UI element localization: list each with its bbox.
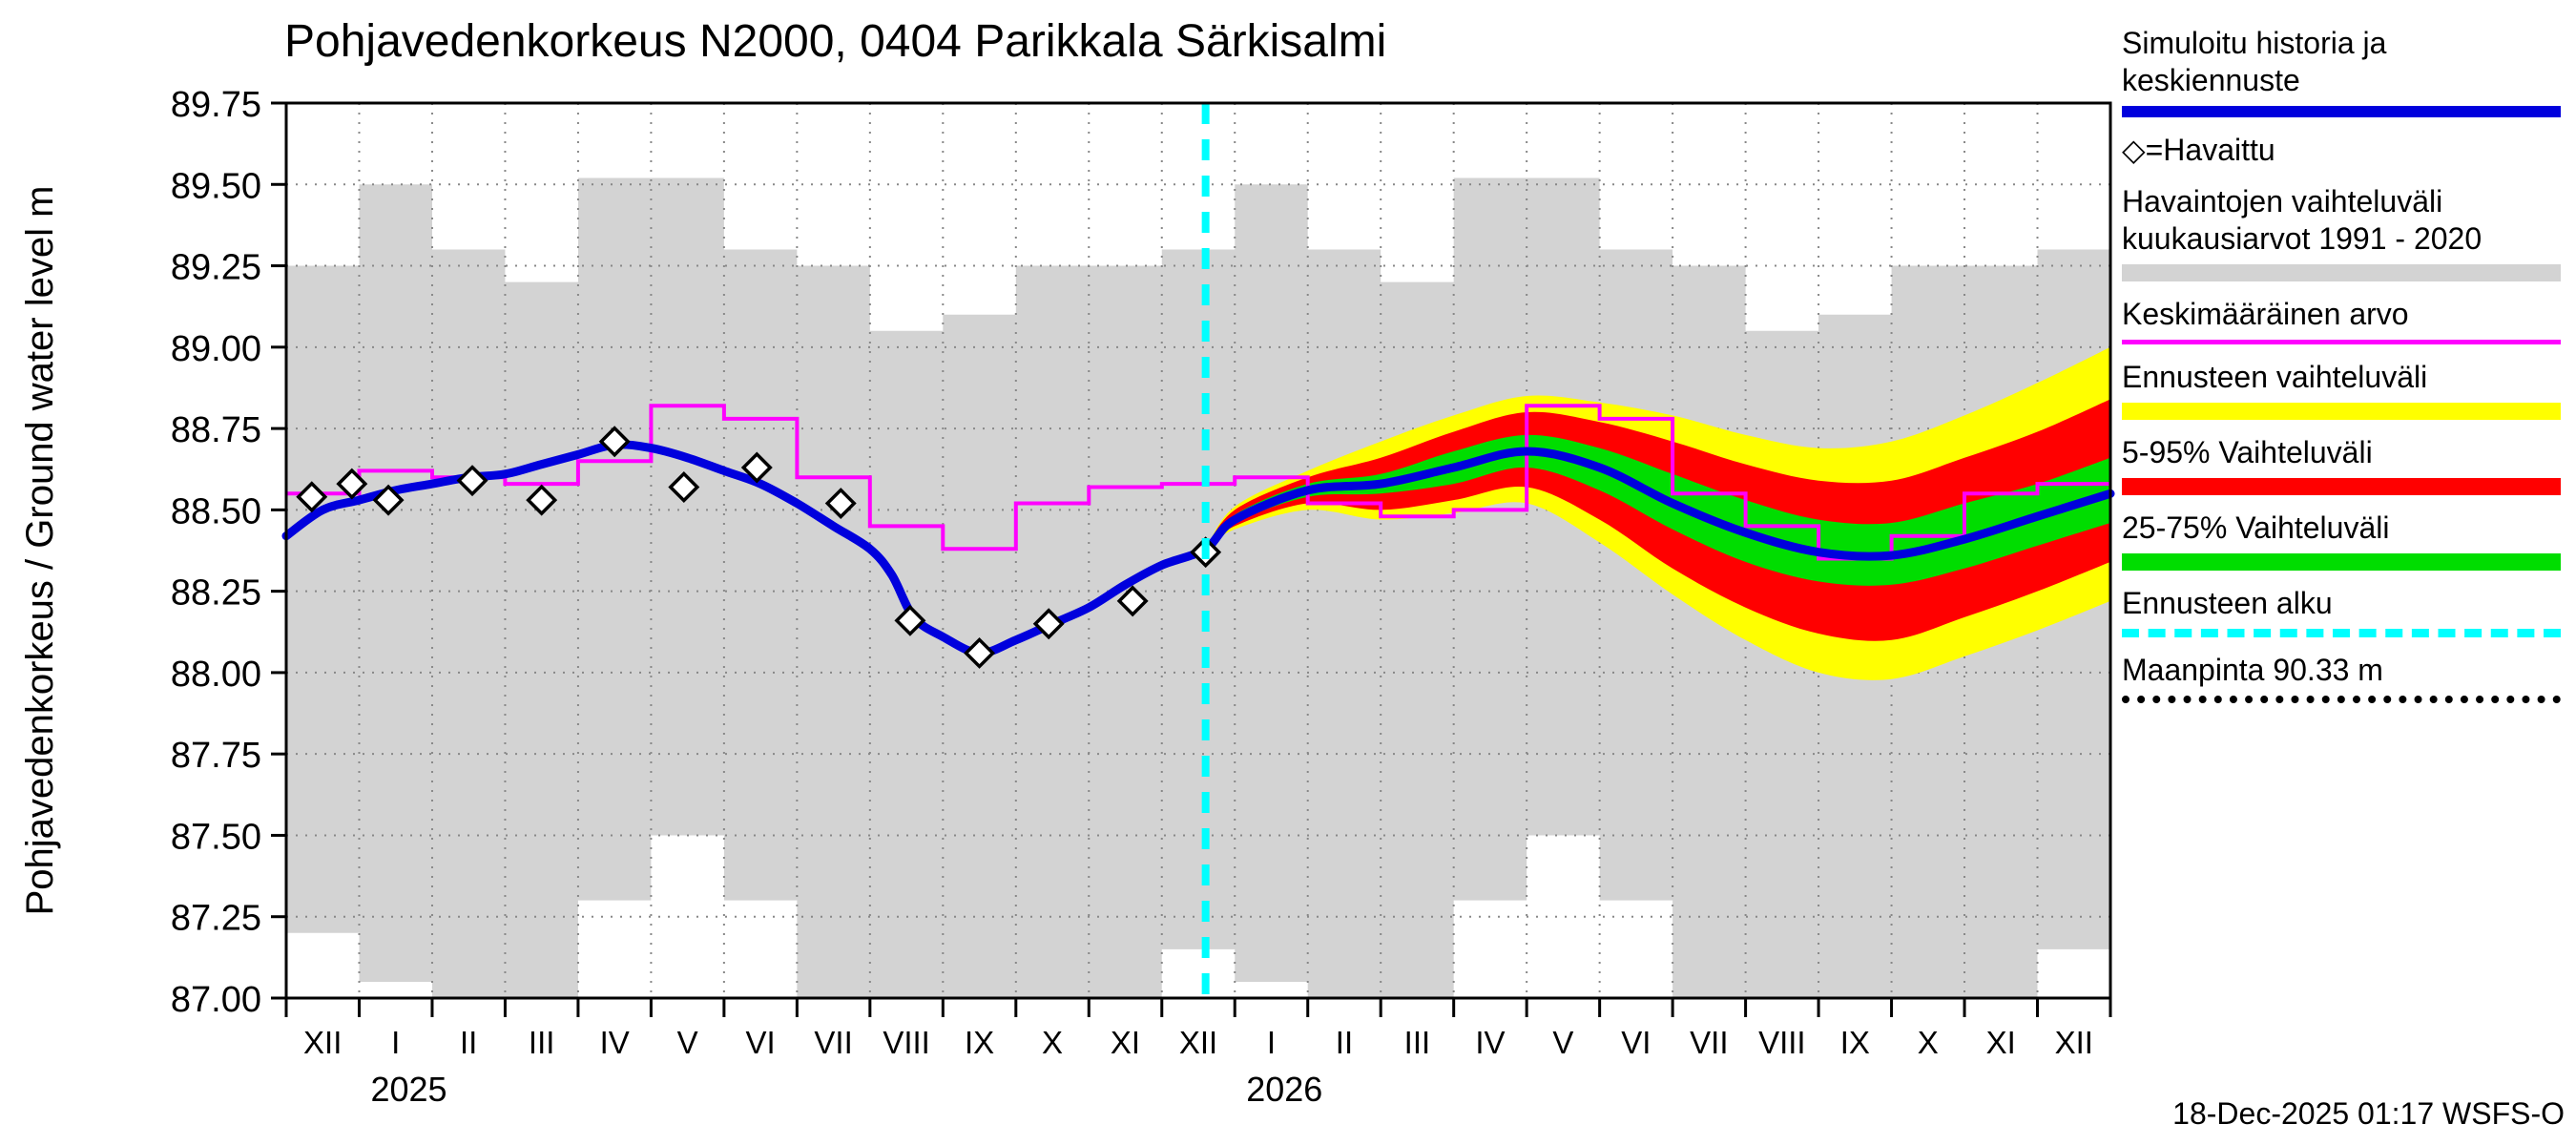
observation-diamond (894, 604, 926, 636)
observed-range-band (286, 177, 2110, 998)
x-month-label: V (1552, 1025, 1573, 1060)
x-axis: XII I II III IV V VI VII VIII IX X XI XII I II III IV V VI… (284, 998, 2112, 1109)
plot-frame (284, 101, 2112, 1000)
legend-observed-label: ◇=Havaittu (2122, 133, 2275, 168)
observation-diamond (964, 636, 996, 669)
observation-diamond (372, 484, 405, 516)
x-month-label: XII (303, 1025, 342, 1060)
x-month-label: VI (1621, 1025, 1651, 1060)
legend-mean-value: Keskimääräinen arvo (2122, 296, 2561, 345)
x-month-label: I (1267, 1025, 1276, 1060)
x-month-label: I (391, 1025, 400, 1060)
legend-observed-range-sample (2122, 264, 2561, 282)
x-month-label: X (1918, 1025, 1939, 1060)
legend-simulated-history-label: keskiennuste (2122, 63, 2300, 98)
legend-simulated-history-sample (2122, 106, 2561, 118)
x-month-label: IX (965, 1025, 994, 1060)
legend-observed-range-label: kuukausiarvot 1991 - 2020 (2122, 221, 2483, 257)
y-tick-label: 89.75 (171, 85, 261, 125)
x-month-label: VIII (1758, 1025, 1806, 1060)
x-month-label: XII (1179, 1025, 1217, 1060)
x-month-label: XII (2055, 1025, 2093, 1060)
y-tick-label: 88.75 (171, 410, 261, 450)
x-month-label: X (1042, 1025, 1063, 1060)
legend-mean-value-sample (2122, 340, 2561, 345)
legend: Simuloitu historia ja keskiennuste ◇=Havai… (2122, 25, 2561, 718)
observation-diamond (336, 468, 368, 500)
y-tick-label: 88.25 (171, 573, 261, 614)
frame (284, 101, 2112, 1000)
y-tick-label: 89.50 (171, 166, 261, 206)
legend-range-5-95: 5-95% Vaihteluväli (2122, 434, 2561, 496)
y-tick-label: 87.50 (171, 817, 261, 857)
y-tick-label: 88.00 (171, 655, 261, 695)
observation-diamond (1116, 585, 1149, 617)
y-tick-label: 88.50 (171, 491, 261, 531)
legend-observed: ◇=Havaittu (2122, 132, 2561, 169)
legend-ground-level: Maanpinta 90.33 m (2122, 652, 2561, 704)
observation-diamond (526, 484, 558, 516)
legend-forecast-range-sample (2122, 403, 2561, 421)
x-month-label: VII (1690, 1025, 1728, 1060)
legend-forecast-start-label: Ennusteen alku (2122, 586, 2333, 621)
observations (296, 426, 1222, 669)
legend-range-25-75-label: 25-75% Vaihteluväli (2122, 510, 2390, 546)
legend-simulated-history-label: Simuloitu historia ja (2122, 26, 2387, 60)
legend-simulated-history: Simuloitu historia ja keskiennuste (2122, 25, 2561, 118)
observed-range-polygon (286, 177, 2110, 998)
observation-diamond (456, 465, 488, 497)
x-month-label: XI (1986, 1025, 2016, 1060)
y-tick-label: 87.00 (171, 980, 261, 1020)
legend-observed-range: Havaintojen vaihteluväli kuukausiarvot 19… (2122, 183, 2561, 282)
x-month-label: V (677, 1025, 698, 1060)
legend-forecast-range: Ennusteen vaihteluväli (2122, 359, 2561, 421)
observation-diamond (598, 426, 631, 458)
x-month-label: II (1336, 1025, 1353, 1060)
observation-diamond (296, 481, 328, 513)
legend-range-25-75-sample (2122, 553, 2561, 572)
x-month-label: III (529, 1025, 555, 1060)
legend-forecast-start-sample (2122, 629, 2561, 638)
timestamp: 18-Dec-2025 01:17 WSFS-O (2172, 1096, 2565, 1131)
legend-ground-level-label: Maanpinta 90.33 m (2122, 653, 2383, 688)
legend-observed-range-label: Havaintojen vaihteluväli (2122, 184, 2443, 219)
x-year-label: 2025 (370, 1070, 447, 1109)
y-axis-label: Pohjavedenkorkeus / Ground water level m (19, 185, 61, 916)
legend-forecast-start: Ennusteen alku (2122, 585, 2561, 638)
x-month-label: IX (1840, 1025, 1870, 1060)
legend-range-5-95-label: 5-95% Vaihteluväli (2122, 435, 2373, 470)
x-month-label: III (1404, 1025, 1431, 1060)
legend-ground-level-sample (2122, 696, 2561, 704)
legend-mean-value-label: Keskimääräinen arvo (2122, 297, 2409, 332)
y-tick-label: 87.25 (171, 899, 261, 939)
x-month-label: XI (1111, 1025, 1140, 1060)
legend-forecast-range-label: Ennusteen vaihteluväli (2122, 360, 2428, 395)
mean-value-line (286, 404, 2110, 561)
observation-diamond (668, 471, 700, 503)
mean-line (286, 404, 2110, 561)
x-month-label: VIII (883, 1025, 930, 1060)
chart-title: Pohjavedenkorkeus N2000, 0404 Parikkala … (284, 16, 1387, 67)
legend-range-5-95-sample (2122, 478, 2561, 496)
observation-diamond (740, 451, 773, 484)
x-year-label: 2026 (1246, 1070, 1322, 1109)
y-tick-label: 87.75 (171, 736, 261, 776)
x-month-label: VII (814, 1025, 852, 1060)
observation-diamond (1032, 608, 1065, 640)
y-axis: 87.00 87.25 87.50 87.75 88.00 88.25 88.50 88.75… (171, 85, 286, 1020)
x-month-label: IV (1475, 1025, 1505, 1060)
x-month-label: II (460, 1025, 477, 1060)
y-tick-label: 89.25 (171, 248, 261, 288)
observation-diamond (824, 488, 857, 520)
legend-range-25-75: 25-75% Vaihteluväli (2122, 510, 2561, 572)
x-month-label: VI (746, 1025, 776, 1060)
y-tick-label: 89.00 (171, 329, 261, 369)
x-month-label: IV (600, 1025, 630, 1060)
